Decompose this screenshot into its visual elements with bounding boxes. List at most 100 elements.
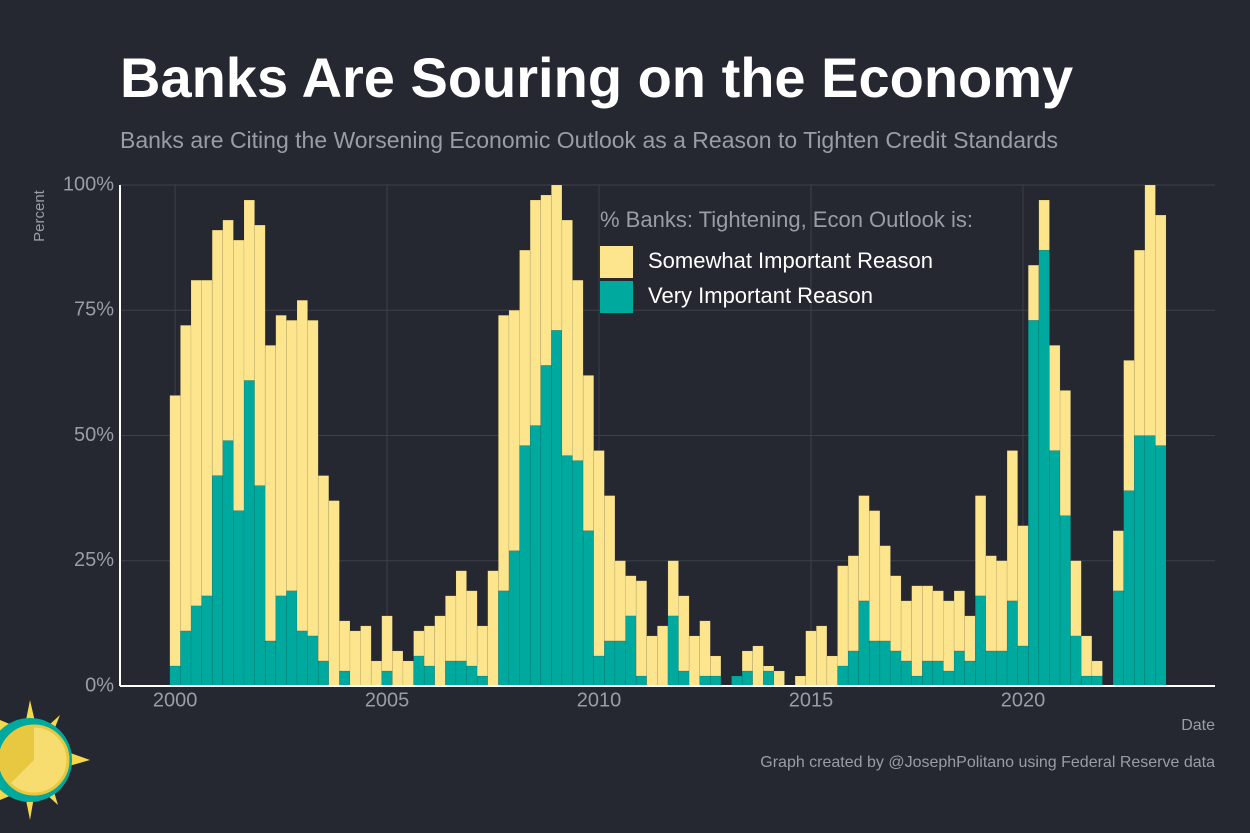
bar-segment — [657, 625, 669, 687]
bar-segment — [264, 640, 277, 687]
bar-segment — [1155, 445, 1167, 687]
y-axis-label: Percent — [31, 189, 48, 242]
bar-segment — [1059, 515, 1071, 687]
bar-segment — [211, 475, 224, 687]
bar-segment — [1091, 660, 1103, 677]
bar-segment — [1080, 675, 1093, 687]
bar-segment — [476, 675, 489, 687]
bar-segment — [243, 199, 255, 381]
bar-segment — [1027, 319, 1040, 687]
bar-segment — [466, 665, 478, 687]
bar-segment — [710, 675, 722, 687]
bar-segment — [741, 650, 754, 672]
bar-segment — [349, 630, 361, 687]
bar-segment — [381, 670, 393, 687]
x-axis-label: Date — [1181, 717, 1215, 734]
bar-segment — [296, 299, 308, 632]
bar-segment — [381, 615, 393, 672]
bar-segment — [868, 510, 881, 642]
legend-label: Somewhat Important Reason — [648, 248, 933, 273]
bar-segment — [667, 615, 679, 687]
bar-segment — [169, 395, 181, 667]
bar-segment — [794, 675, 806, 687]
bar-segment — [572, 279, 584, 461]
bar-segment — [296, 630, 308, 687]
y-tick-label: 100% — [63, 173, 114, 195]
bar-segment — [392, 650, 404, 687]
bar-segment — [826, 655, 838, 687]
bar-segment — [1049, 450, 1061, 687]
legend-title: % Banks: Tightening, Econ Outlook is: — [600, 207, 973, 232]
bar-segment — [943, 600, 955, 672]
chart-title: Banks Are Souring on the Economy — [120, 46, 1073, 109]
bar-segment — [1123, 490, 1135, 687]
legend-swatch — [600, 281, 633, 313]
bar-segment — [614, 560, 626, 642]
bar-segment — [1070, 560, 1082, 637]
bar-segment — [339, 620, 351, 672]
bar-segment — [1144, 435, 1156, 687]
x-tick-label: 2010 — [577, 689, 622, 711]
bar-segment — [423, 625, 436, 667]
bar-segment — [900, 660, 912, 687]
bar-segment — [254, 485, 266, 687]
credit: Graph created by @JosephPolitano using F… — [760, 754, 1215, 771]
plot-area: 0% 25% 50% 75% 100% 2000 2005 2010 2015 2020 — [63, 173, 1215, 711]
bar-segment — [317, 475, 330, 662]
legend-swatch — [600, 246, 633, 278]
bar-segment — [1123, 360, 1135, 491]
bar-segment — [964, 615, 976, 662]
y-tick-label: 75% — [74, 299, 114, 321]
bar-segment — [317, 660, 330, 687]
y-tick-label: 50% — [74, 424, 114, 446]
bar-segment — [604, 495, 616, 642]
bar-segment — [413, 655, 425, 687]
bar-segment — [455, 570, 467, 662]
bar-segment — [286, 590, 298, 687]
legend: % Banks: Tightening, Econ Outlook is: So… — [600, 207, 973, 313]
bar-segment — [678, 595, 690, 672]
bar-segment — [222, 440, 234, 687]
bar-segment — [572, 460, 584, 687]
bar-segment — [837, 665, 849, 687]
bar-segment — [625, 575, 637, 617]
bar-segment — [508, 309, 520, 552]
chart-subtitle: Banks are Citing the Worsening Economic … — [120, 127, 1058, 153]
bar-segment — [868, 640, 881, 687]
bar-segment — [180, 324, 192, 632]
bar-segment — [561, 455, 573, 687]
bar-segment — [805, 630, 817, 687]
bar-segment — [307, 319, 319, 637]
bar-segment — [1027, 264, 1040, 321]
bar-segment — [1091, 675, 1103, 687]
bar-segment — [582, 375, 595, 531]
bar-segment — [1017, 645, 1029, 687]
bar-segment — [593, 450, 605, 657]
bar-segment — [1133, 249, 1146, 436]
bar-segment — [540, 194, 552, 366]
bar-segment — [529, 199, 542, 426]
bar-segment — [921, 585, 934, 662]
bar-segment — [858, 600, 870, 687]
bar-segment — [466, 590, 478, 667]
bar-segment — [233, 510, 245, 687]
bar-segment — [1038, 249, 1050, 687]
bar-segment — [890, 650, 902, 687]
bar-segment — [964, 660, 976, 687]
bar-segment — [921, 660, 934, 687]
bar-segment — [498, 590, 510, 687]
bar-segment — [275, 595, 287, 687]
bar-segment — [752, 645, 764, 687]
bar-segment — [710, 655, 722, 677]
bar-segment — [953, 650, 965, 687]
bar-segment — [211, 229, 224, 476]
bar-segment — [879, 545, 891, 642]
bar-segment — [932, 590, 944, 662]
bar-segment — [445, 595, 457, 662]
bar-segment — [911, 675, 923, 687]
bar-segment — [529, 425, 542, 687]
bar-segment — [974, 495, 987, 597]
bar-segment — [487, 570, 499, 687]
bar-segment — [540, 365, 552, 687]
bar-segment — [476, 625, 489, 677]
